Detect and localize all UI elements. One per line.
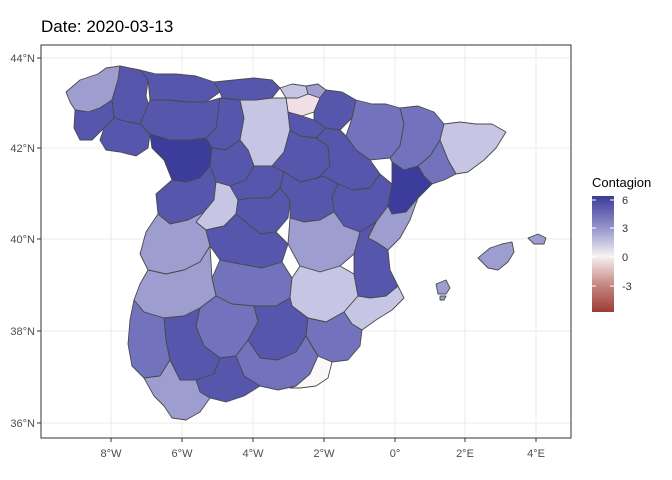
- y-tick-label: 40°N: [10, 234, 35, 246]
- y-tick-label: 38°N: [10, 326, 35, 338]
- x-tick-label: 0°: [390, 448, 401, 460]
- x-tick-label: 4°E: [527, 448, 545, 460]
- y-tick-label: 36°N: [10, 418, 35, 430]
- x-tick-label: 2°W: [314, 448, 336, 460]
- legend-ticks: [592, 199, 614, 287]
- province-menorca: [527, 233, 547, 245]
- province-cadiz: [143, 359, 211, 421]
- x-tick-label: 2°E: [456, 448, 474, 460]
- province-navarra: [313, 89, 357, 131]
- chart-title: Date: 2020-03-13: [41, 17, 174, 36]
- x-tick-label: 4°W: [243, 448, 265, 460]
- axis-ticks: [37, 57, 537, 442]
- legend-label: 0: [622, 252, 628, 264]
- legend-title: Contagion: [592, 175, 652, 190]
- province-ibiza: [435, 279, 451, 295]
- x-tick-label: 8°W: [101, 448, 123, 460]
- province-ciudad-real: [211, 259, 293, 307]
- legend-label: 3: [622, 223, 628, 235]
- panel-border: [40, 44, 572, 439]
- legend-label: 6: [622, 195, 628, 207]
- province-cantabria: [213, 77, 281, 101]
- y-tick-label: 42°N: [10, 143, 35, 155]
- legend-colorbar: [592, 196, 614, 312]
- province-ourense: [99, 117, 151, 157]
- legend-label: -3: [622, 281, 632, 293]
- province-asturias: [139, 69, 221, 103]
- province-formentera: [439, 295, 447, 301]
- province-almeria: [289, 335, 333, 389]
- y-tick-label: 44°N: [10, 53, 35, 65]
- province-mallorca: [477, 241, 515, 271]
- x-tick-label: 6°W: [172, 448, 194, 460]
